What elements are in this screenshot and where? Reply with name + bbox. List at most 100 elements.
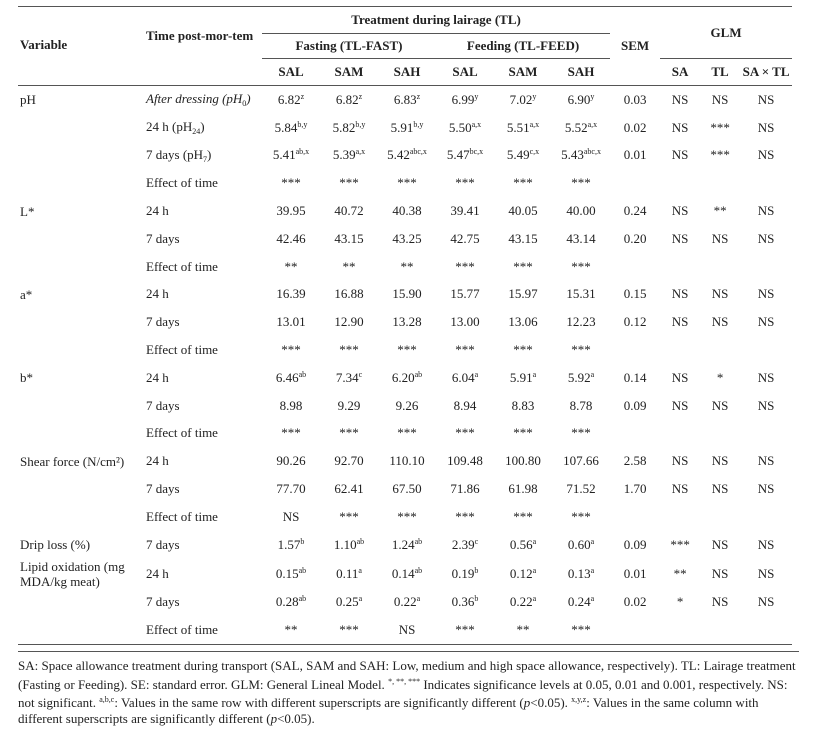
cell-text: NS: [671, 453, 689, 469]
cell-superscript: ab: [298, 369, 307, 379]
cell-text: b*: [20, 370, 33, 386]
cell-text: 7 days: [146, 536, 180, 552]
cell-text: 40.38: [392, 203, 422, 219]
cell-text: 7 days: [146, 594, 180, 610]
cell-text: 6.20: [391, 369, 415, 385]
cell-text: ***: [670, 536, 690, 552]
cell-text: 7 days: [146, 397, 180, 413]
cell-text: **: [673, 565, 687, 581]
table-cell: Effect of time: [144, 253, 262, 281]
cell-text: 5.49: [506, 147, 530, 163]
table-cell: **: [262, 616, 320, 644]
table-cell: 0.56a: [494, 531, 552, 559]
cell-superscript: ab: [414, 536, 423, 546]
table-cell: ***: [494, 253, 552, 281]
cell-text: 43.15: [508, 230, 538, 246]
cell-text: ***: [571, 425, 591, 441]
table-cell: 5.47bc,x: [436, 142, 494, 170]
footnote-text: <0.05).: [277, 710, 315, 726]
table-cell: [18, 420, 144, 448]
cell-text: 1.70: [623, 481, 647, 497]
cell-text: 12.90: [334, 314, 364, 330]
header-row: Fasting (TL-FAST) Feeding (TL-FEED): [18, 33, 792, 59]
table-row: 7 days 42.46 43.15 43.25 42.75 43.15 43.14 0.20…: [18, 225, 792, 253]
cell-text: NS: [671, 147, 689, 163]
cell-text: Effect of time: [146, 622, 218, 638]
cell-text: *: [716, 369, 724, 385]
cell-text: 5.91: [390, 119, 414, 135]
cell-text: 5.47: [446, 147, 470, 163]
table-cell: 39.95: [262, 197, 320, 225]
cell-text: 110.10: [389, 453, 425, 469]
table-cell: 6.82z: [262, 86, 320, 114]
table-cell: ***: [700, 114, 740, 142]
cell-text: 40.72: [334, 203, 364, 219]
header-cell: SAL: [452, 64, 478, 79]
cell-superscript: a: [590, 536, 595, 546]
cell-text: NS: [757, 91, 775, 107]
table-cell: NS: [740, 308, 792, 336]
table-cell: ***: [262, 420, 320, 448]
cell-text: ***: [397, 425, 417, 441]
table-cell: 90.26: [262, 447, 320, 475]
table-cell: Lipid oxidation (mg MDA/kg meat): [18, 559, 144, 589]
table-row: Effect of time *** *** *** *** *** ***: [18, 169, 792, 197]
cell-text: pH: [20, 92, 36, 108]
table-cell: 13.00: [436, 308, 494, 336]
cell-text: ***: [281, 342, 301, 358]
cell-text: 24 h: [146, 453, 169, 469]
table-cell: 16.88: [320, 281, 378, 309]
table-cell: 43.14: [552, 225, 610, 253]
cell-text: ***: [397, 342, 417, 358]
cell-text: NS: [757, 565, 775, 581]
cell-text: L*: [20, 203, 35, 219]
cell-text: 2.39: [451, 536, 475, 552]
table-row: Effect of time NS *** *** *** *** ***: [18, 503, 792, 531]
cell-text: 24 h: [146, 369, 169, 385]
cell-text: 0.03: [623, 91, 647, 107]
table-cell: 7 days: [144, 589, 262, 617]
table-cell: [18, 169, 144, 197]
cell-text: 100.80: [505, 453, 541, 469]
table-cell: pH: [18, 86, 144, 114]
cell-text: 7 days: [146, 230, 180, 246]
cell-text: NS: [398, 622, 416, 638]
table-cell: 7 days: [144, 225, 262, 253]
cell-text: 67.50: [392, 481, 422, 497]
cell-text: 6.82: [335, 91, 359, 107]
table-cell: 43.15: [320, 225, 378, 253]
cell-text: NS: [711, 91, 729, 107]
table-cell: 15.77: [436, 281, 494, 309]
cell-superscript: ab: [414, 565, 423, 575]
table-cell: 15.97: [494, 281, 552, 309]
table-cell: **: [660, 559, 700, 589]
cell-text: **: [284, 622, 298, 638]
cell-superscript: z: [416, 91, 421, 101]
table-cell: 0.60a: [552, 531, 610, 559]
table-cell: 100.80: [494, 447, 552, 475]
table-cell: NS: [262, 503, 320, 531]
cell-text: 16.88: [334, 286, 364, 302]
table-cell: 0.15ab: [262, 559, 320, 589]
cell-text: ): [246, 91, 251, 107]
footnote-text: SA: Space allowance treatment during tra…: [18, 658, 796, 692]
cell-text: 107.66: [563, 453, 599, 469]
table-cell: 0.22a: [494, 589, 552, 617]
table-cell: ***: [436, 336, 494, 364]
cell-superscript: a: [532, 536, 537, 546]
table-cell: ***: [700, 142, 740, 170]
cell-text: 0.25: [335, 594, 359, 610]
cell-superscript: b,y: [297, 119, 308, 129]
cell-text: ***: [513, 508, 533, 524]
cell-text: NS: [671, 91, 689, 107]
table-cell: 1.24ab: [378, 531, 436, 559]
table-cell: 39.41: [436, 197, 494, 225]
cell-text: 61.98: [508, 481, 538, 497]
table-cell: ***: [320, 169, 378, 197]
cell-text: Effect of time: [146, 258, 218, 274]
table-cell: 110.10: [378, 447, 436, 475]
cell-text: ***: [455, 258, 475, 274]
cell-text: 0.24: [623, 203, 647, 219]
cell-text: Effect of time: [146, 175, 218, 191]
